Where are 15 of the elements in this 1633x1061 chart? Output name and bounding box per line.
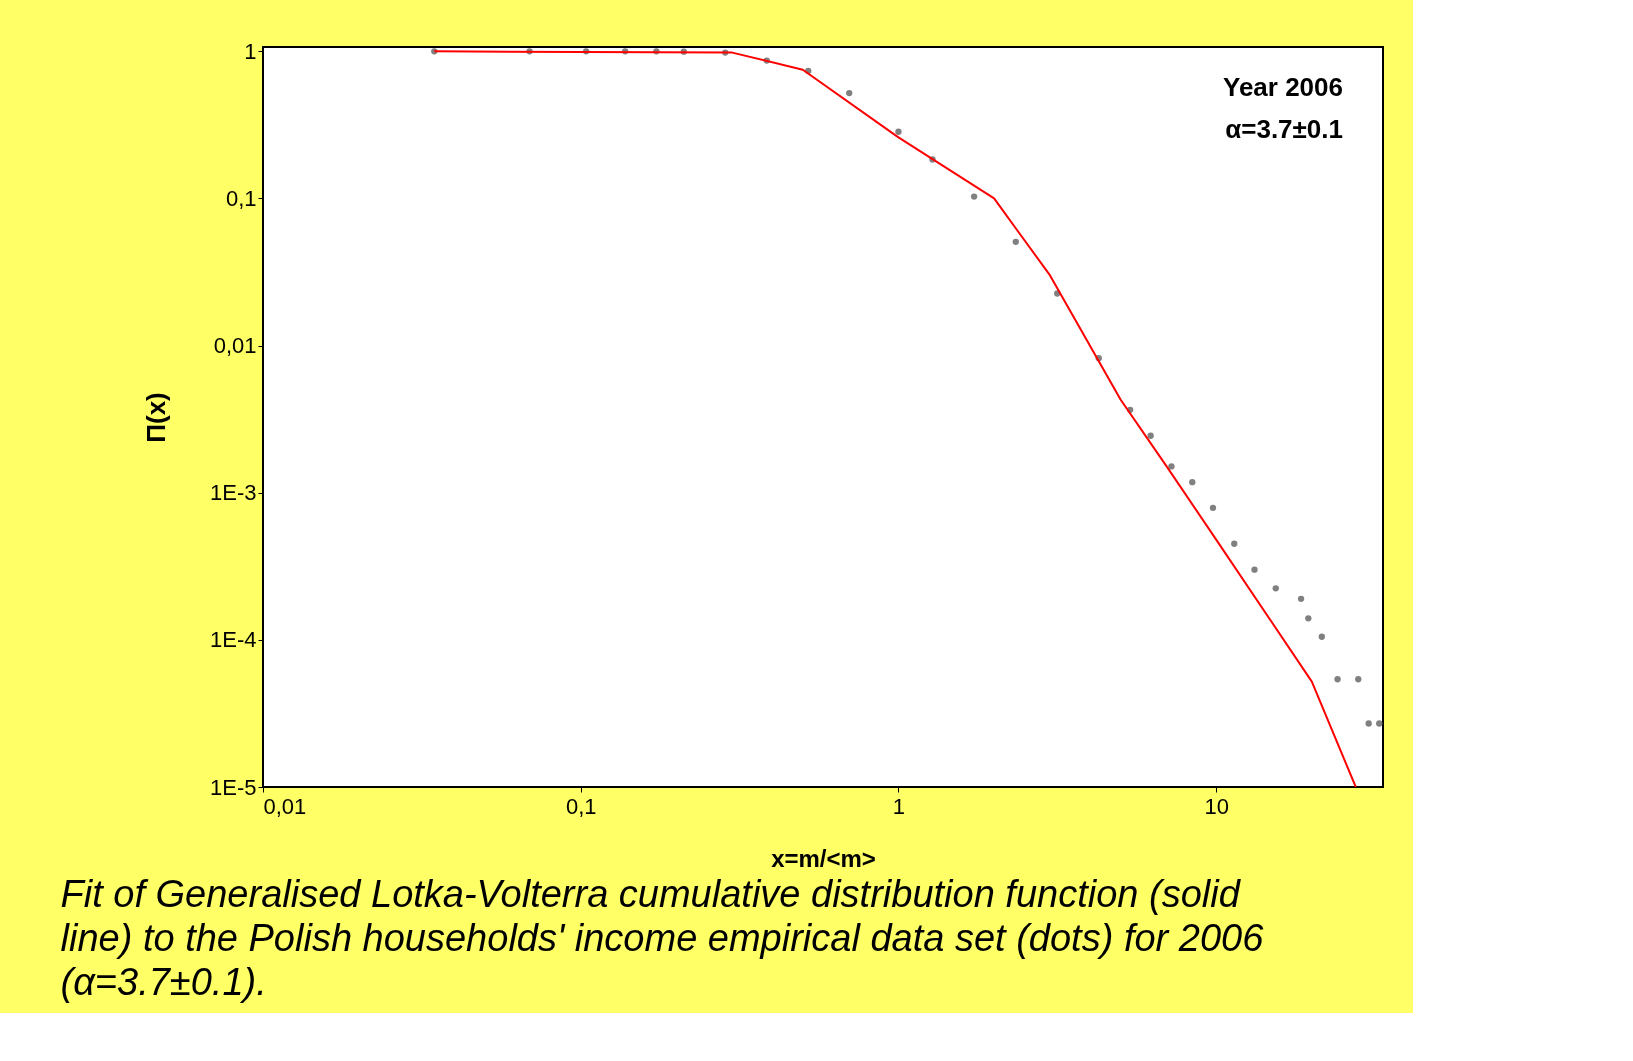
y-tick-label: 0,1 bbox=[225, 185, 257, 211]
x-tick-label: 1 bbox=[892, 793, 906, 819]
y-tick-label: 1E-4 bbox=[210, 627, 257, 653]
x-axis-title: x=m/<m> bbox=[771, 844, 876, 872]
x-tick-label: 0,01 bbox=[263, 793, 307, 819]
annotation: Year 2006 bbox=[1222, 72, 1343, 102]
y-tick-label: 1E-5 bbox=[210, 774, 257, 800]
y-tick-label: 0,01 bbox=[213, 333, 257, 359]
annotation: α=3.7±0.1 bbox=[1225, 114, 1343, 144]
y-tick-label: 1 bbox=[244, 38, 257, 64]
y-axis-title: Π(x) bbox=[141, 392, 172, 443]
x-tick-label: 0,1 bbox=[565, 793, 597, 819]
y-tick-label: 1E-3 bbox=[210, 480, 257, 506]
x-tick-label: 10 bbox=[1204, 793, 1229, 819]
text: Fit of Generalised Lotka-Volterra cumulative distribution function (solid line) to the Polish households' income empirical data set (dots) for 2006 (α=3.7±0.1). bbox=[60, 873, 1265, 1003]
